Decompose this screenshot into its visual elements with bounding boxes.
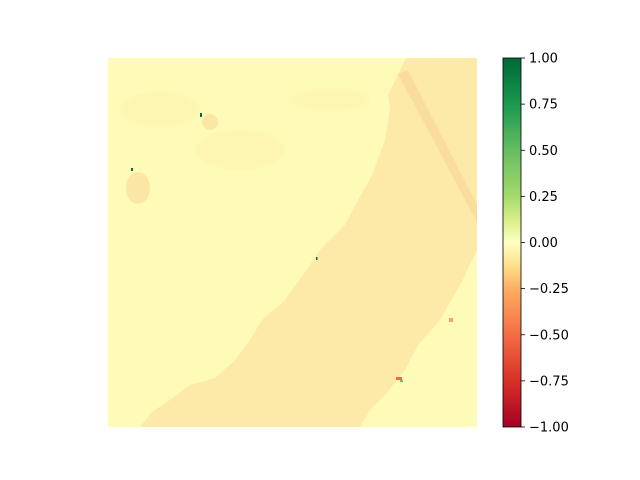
heatmap-dark-speck [316, 257, 318, 260]
colorbar-gradient [502, 57, 522, 428]
heatmap-left-patch [202, 114, 218, 130]
colorbar-tick-label: −0.25 [529, 282, 569, 297]
colorbar-ticks: 1.00 0.75 0.50 0.25 0.00 −0.25 −0.50 −0.75 −1.00 [521, 52, 569, 436]
colorbar-tick-label: −0.50 [529, 328, 569, 343]
colorbar-tick-label: 0.25 [529, 190, 558, 205]
heatmap-left-patch [126, 172, 150, 204]
heatmap-dark-speck [400, 380, 403, 382]
colorbar-tick-label: 0.50 [529, 144, 558, 159]
heatmap-red-speck [396, 377, 402, 380]
heatmap-texture-patch [290, 88, 370, 112]
heatmap-lower-right-band [140, 58, 477, 427]
colorbar: 1.00 0.75 0.50 0.25 0.00 −0.25 −0.50 −0.75 −1.00 [502, 52, 569, 436]
colorbar-tick-label: −0.75 [529, 374, 569, 389]
heatmap-texture-patch [195, 130, 285, 170]
colorbar-tick-label: 0.75 [529, 98, 558, 113]
colorbar-tick-label: 0.00 [529, 236, 558, 251]
heatmap-red-speck [449, 318, 453, 322]
colorbar-tick-label: 1.00 [529, 52, 558, 67]
heatmap-dark-speck [200, 113, 202, 117]
heatmap-dark-speck [131, 168, 133, 171]
heatmap-texture-patch [120, 92, 200, 128]
colorbar-tick-label: −1.00 [529, 421, 569, 436]
heatmap-image [108, 58, 477, 427]
heatmap-diagonal-stripe [398, 70, 477, 222]
